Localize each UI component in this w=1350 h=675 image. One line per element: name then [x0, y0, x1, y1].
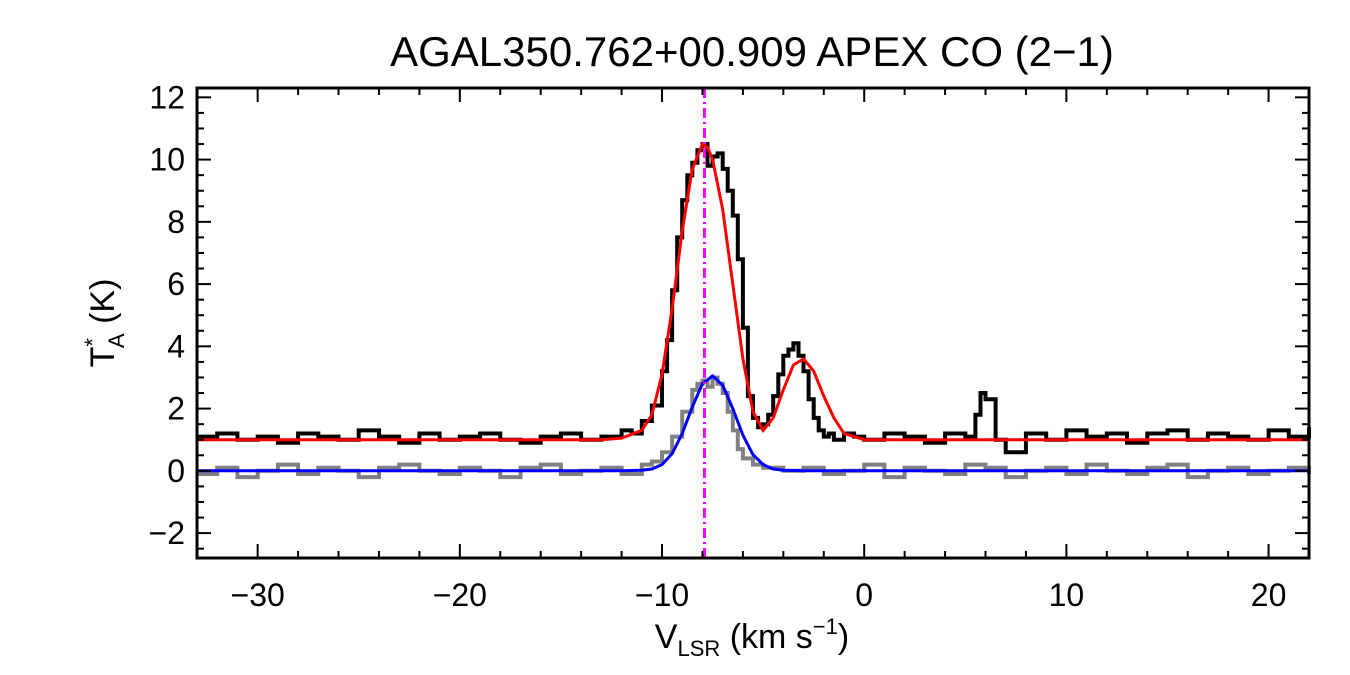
- x-tick-label: −10: [635, 577, 689, 613]
- y-tick-label: −2: [149, 515, 185, 551]
- y-axis-label-units: (K): [84, 279, 122, 334]
- y-tick-label: 12: [149, 79, 185, 115]
- x-axis-label-sub: LSR: [677, 636, 720, 661]
- x-tick-label: 20: [1251, 577, 1287, 613]
- y-axis-label-sup: *: [80, 338, 105, 347]
- x-axis-label: VLSR (km s−1): [655, 614, 849, 661]
- plot-frame: [195, 86, 1311, 560]
- x-axis-label-sup: −1: [813, 614, 838, 639]
- x-axis-label-units: (km s: [720, 618, 813, 656]
- y-tick-label: 8: [167, 204, 185, 240]
- series-line-observed-spectrum-offset: [197, 142, 1311, 455]
- y-tick-label: 2: [167, 391, 185, 427]
- y-tick-label: 6: [167, 266, 185, 302]
- y-axis-label-main: T: [84, 347, 122, 368]
- x-axis-label-main: V: [655, 618, 678, 656]
- series-layer: [197, 141, 1311, 480]
- series-line-gaussian-fit-two-component: [197, 141, 1309, 442]
- chart-title: AGAL350.762+00.909 APEX CO (2−1): [390, 28, 1114, 75]
- x-tick-label: 10: [1049, 577, 1085, 613]
- y-axis-label-sub: A: [104, 333, 129, 348]
- y-axis-label: T*A (K): [80, 279, 129, 368]
- x-axis-label-close: ): [838, 618, 849, 656]
- y-tick-label: 10: [149, 142, 185, 178]
- tick-layer: [197, 88, 1310, 558]
- x-tick-label: −20: [433, 577, 487, 613]
- x-tick-label: −30: [231, 577, 285, 613]
- series-line-observed-spectrum: [197, 375, 1311, 480]
- y-tick-label: 0: [167, 453, 185, 489]
- series-line-gaussian-fit: [197, 373, 1309, 473]
- y-tick-label: 4: [167, 328, 185, 364]
- x-tick-label: 0: [855, 577, 873, 613]
